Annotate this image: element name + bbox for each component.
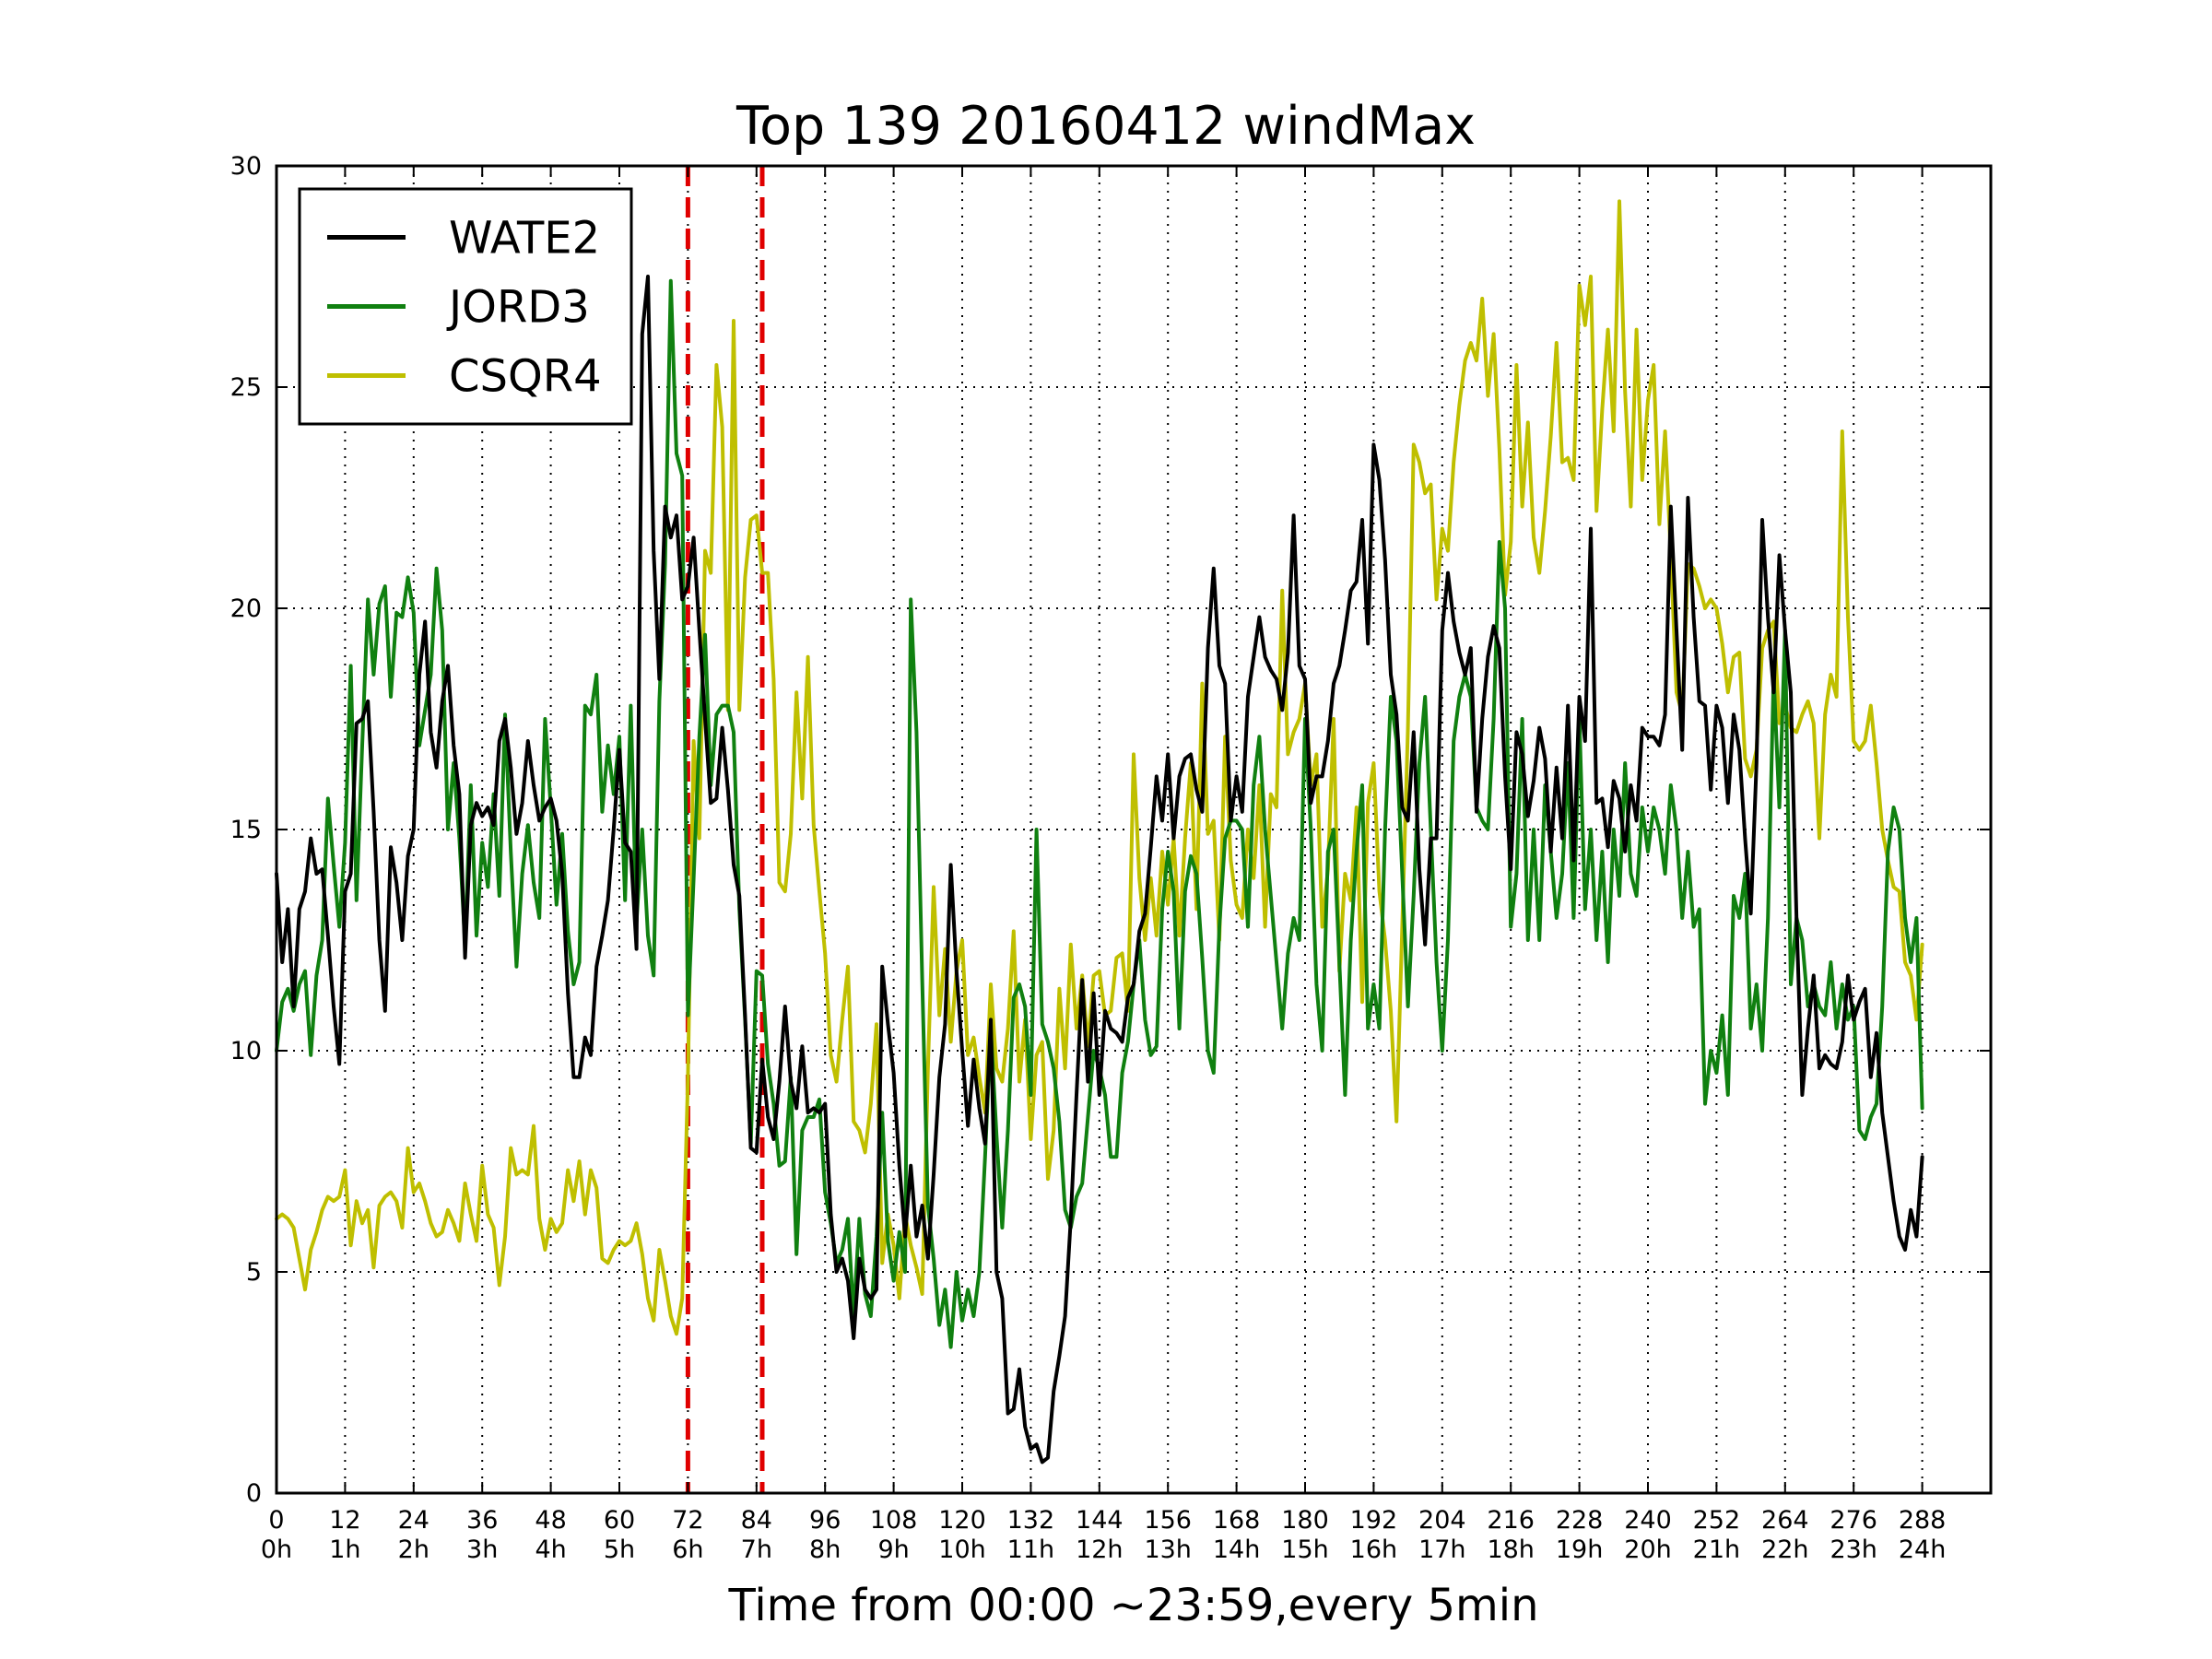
x-tick-label: 84 (741, 1506, 772, 1535)
x-tick-label: 168 (1213, 1506, 1261, 1535)
y-tick-label: 5 (246, 1258, 262, 1287)
x-tick-label: 288 (1899, 1506, 1947, 1535)
series-lines (275, 199, 1924, 1465)
x-tick-sublabel: 0h (261, 1535, 292, 1564)
y-tick-label: 20 (230, 594, 262, 623)
grid (276, 166, 1991, 1493)
x-tick-sublabel: 5h (604, 1535, 635, 1564)
x-tick-label: 204 (1418, 1506, 1466, 1535)
legend-label: WATE2 (449, 213, 600, 265)
legend-label: JORD3 (446, 282, 590, 334)
x-tick-sublabel: 16h (1350, 1535, 1397, 1564)
x-tick-label: 144 (1076, 1506, 1124, 1535)
x-tick-sublabel: 8h (809, 1535, 841, 1564)
x-tick-label: 108 (870, 1506, 918, 1535)
series-line-wate2 (275, 275, 1924, 1465)
y-tick-label: 10 (230, 1037, 262, 1065)
x-tick-label: 36 (466, 1506, 498, 1535)
x-tick-sublabel: 23h (1830, 1535, 1877, 1564)
y-tick-label: 30 (230, 152, 262, 181)
x-tick-sublabel: 7h (741, 1535, 772, 1564)
x-tick-sublabel: 1h (329, 1535, 360, 1564)
x-tick-sublabel: 14h (1213, 1535, 1260, 1564)
x-tick-label: 276 (1830, 1506, 1877, 1535)
x-axis-label: Time from 00:00 ~23:59,every 5min (728, 1580, 1539, 1631)
x-tick-label: 60 (604, 1506, 635, 1535)
x-tick-sublabel: 18h (1487, 1535, 1534, 1564)
threshold-lines (685, 166, 765, 1493)
x-tick-sublabel: 10h (938, 1535, 985, 1564)
x-tick-label: 228 (1556, 1506, 1604, 1535)
series-line-csqr4 (275, 199, 1924, 1336)
y-tick-label: 15 (230, 816, 262, 844)
x-tick-sublabel: 22h (1761, 1535, 1808, 1564)
x-tick-sublabel: 17h (1418, 1535, 1465, 1564)
x-tick-sublabel: 4h (535, 1535, 566, 1564)
axis-ticks: 00h121h242h363h484h605h726h847h968h1089h… (230, 152, 1991, 1564)
x-tick-sublabel: 19h (1556, 1535, 1603, 1564)
x-tick-label: 180 (1281, 1506, 1329, 1535)
x-tick-sublabel: 3h (466, 1535, 498, 1564)
x-tick-label: 252 (1693, 1506, 1741, 1535)
legend-label: CSQR4 (449, 351, 602, 403)
x-tick-sublabel: 15h (1281, 1535, 1328, 1564)
x-tick-sublabel: 21h (1693, 1535, 1740, 1564)
y-tick-label: 0 (246, 1479, 262, 1508)
x-tick-sublabel: 24h (1899, 1535, 1946, 1564)
chart-title: Top 139 20160412 windMax (735, 96, 1476, 157)
x-tick-sublabel: 2h (398, 1535, 429, 1564)
x-tick-sublabel: 6h (672, 1535, 703, 1564)
x-tick-label: 72 (672, 1506, 703, 1535)
x-tick-label: 96 (809, 1506, 841, 1535)
x-tick-sublabel: 13h (1144, 1535, 1191, 1564)
x-tick-label: 240 (1624, 1506, 1672, 1535)
x-tick-label: 216 (1487, 1506, 1535, 1535)
x-tick-label: 192 (1350, 1506, 1398, 1535)
x-tick-label: 24 (398, 1506, 429, 1535)
x-tick-sublabel: 11h (1007, 1535, 1054, 1564)
x-tick-label: 156 (1144, 1506, 1192, 1535)
y-tick-label: 25 (230, 373, 262, 402)
x-tick-label: 48 (535, 1506, 566, 1535)
x-tick-label: 0 (268, 1506, 284, 1535)
x-tick-sublabel: 20h (1624, 1535, 1671, 1564)
x-tick-label: 12 (329, 1506, 360, 1535)
x-tick-sublabel: 12h (1076, 1535, 1123, 1564)
x-tick-label: 120 (938, 1506, 986, 1535)
x-tick-sublabel: 9h (877, 1535, 909, 1564)
legend: WATE2 JORD3 CSQR4 (298, 187, 633, 426)
x-tick-label: 264 (1761, 1506, 1809, 1535)
x-tick-label: 132 (1007, 1506, 1055, 1535)
